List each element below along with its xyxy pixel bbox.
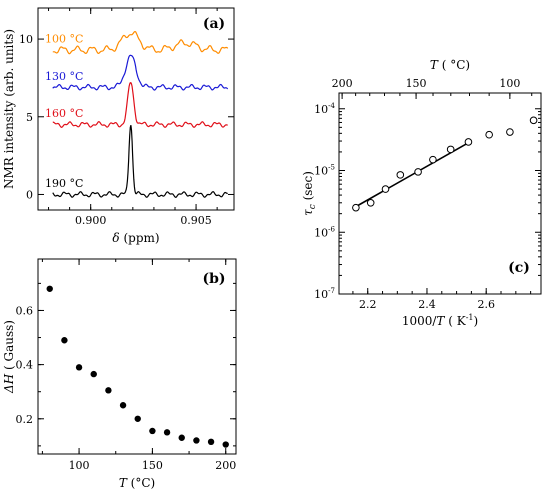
panel-c-top-tick-label: 200 bbox=[332, 77, 353, 90]
panel-b-data-point bbox=[61, 337, 68, 344]
panel-b-y-tick-label: 0.2 bbox=[16, 413, 34, 426]
panel-a-series-label: 100 °C bbox=[45, 33, 83, 46]
panel-c-data-point bbox=[429, 155, 437, 164]
panel-a-y-tick-label: 5 bbox=[26, 111, 33, 124]
panel-c-xlabel: 1000/T ( K-1) bbox=[402, 313, 478, 328]
panel-b-data-point bbox=[163, 429, 171, 436]
panel-c-y-tick-label: 10-5 bbox=[314, 164, 335, 178]
panel-c-data-point bbox=[414, 168, 422, 176]
panel-c-data-point bbox=[485, 130, 493, 139]
panel-c-y-tick-label: 10-4 bbox=[314, 102, 335, 116]
panel-b-data-point bbox=[105, 387, 112, 394]
panel-b-x-tick-label: 200 bbox=[215, 459, 236, 472]
panel-a-ylabel: NMR intensity (arb. units) bbox=[2, 29, 16, 189]
panel-c-data-point bbox=[381, 185, 390, 193]
panel-a-x-tick-label: 0.905 bbox=[180, 214, 212, 227]
panel-a-series-label: 130 °C bbox=[45, 70, 83, 83]
panel-a-y-tick-label: 10 bbox=[19, 33, 33, 46]
panel-c-ylabel: τc (sec) bbox=[301, 171, 318, 216]
panel-c-x-tick-label: 2.2 bbox=[359, 298, 377, 311]
panel-c-top-tick-label: 150 bbox=[406, 77, 427, 90]
panel-a-x-tick-label: 0.900 bbox=[75, 214, 107, 227]
panel-c: 2.2 2.4 2.6 200 150 100 10-7 10-6 10-5 10-4 1000/T… bbox=[301, 58, 542, 328]
panel-c-top-xlabel: T ( °C) bbox=[430, 58, 470, 72]
panel-c-data-point bbox=[529, 116, 538, 125]
panel-c-data-point bbox=[352, 203, 360, 212]
panel-c-data-point bbox=[446, 145, 455, 154]
panel-a-label: (a) bbox=[203, 16, 225, 32]
panel-a-spectrum-line bbox=[52, 30, 229, 55]
panel-c-data-point bbox=[396, 171, 405, 179]
panel-a-frame bbox=[37, 7, 235, 211]
panel-b-xlabel: T (°C) bbox=[119, 476, 155, 490]
panel-b-ylabel: ΔH ( Gauss) bbox=[2, 320, 16, 394]
panel-b-data-point bbox=[75, 364, 83, 371]
panel-a-spectrum-line bbox=[52, 82, 228, 128]
panel-c-data-point bbox=[506, 128, 514, 136]
panel-b-data-point bbox=[90, 370, 97, 378]
panel-a: 0.900 0.905 0 5 10 100 °C 130 °C 160 °C 190 °C δ … bbox=[2, 7, 235, 245]
panel-a-series-label: 160 °C bbox=[45, 107, 83, 120]
panel-b-y-tick-label: 0.4 bbox=[16, 359, 34, 372]
panel-c-frame bbox=[338, 92, 542, 295]
panel-c-data-point bbox=[366, 198, 375, 207]
panel-b-label: (b) bbox=[202, 271, 225, 287]
panel-c-y-tick-label: 10-6 bbox=[314, 225, 335, 239]
panel-c-x-tick-label: 2.4 bbox=[418, 298, 436, 311]
panel-b-x-tick-label: 150 bbox=[142, 459, 163, 472]
panel-a-y-tick-label: 0 bbox=[26, 188, 33, 201]
panel-b-data-point bbox=[178, 434, 185, 441]
panel-b-y-tick-label: 0.6 bbox=[16, 304, 34, 317]
panel-b-data-point bbox=[207, 438, 215, 446]
panel-b: 100 150 200 0.2 0.4 0.6 T (°C) ΔH ( Gauss) (b) bbox=[2, 258, 237, 490]
panel-b-data-point bbox=[46, 285, 53, 292]
panel-b-data-point bbox=[222, 441, 229, 448]
panel-c-top-tick-label: 100 bbox=[499, 77, 520, 90]
panel-b-data-point bbox=[119, 402, 127, 409]
panel-b-data-point bbox=[134, 415, 141, 422]
panel-a-spectrum-line bbox=[52, 125, 228, 198]
panel-a-spectrum-line bbox=[52, 54, 229, 91]
panel-b-x-tick-label: 100 bbox=[69, 459, 90, 472]
panel-b-data-point bbox=[193, 437, 200, 444]
panel-c-label: (c) bbox=[508, 260, 530, 276]
panel-a-series-label: 190 °C bbox=[45, 177, 83, 190]
panel-c-data-point bbox=[464, 138, 473, 146]
panel-c-x-tick-label: 2.6 bbox=[477, 298, 495, 311]
panel-b-data-point bbox=[149, 427, 156, 435]
panel-a-xlabel: δ (ppm) bbox=[112, 231, 159, 245]
panel-c-y-tick-label: 10-7 bbox=[314, 287, 335, 301]
panel-b-frame bbox=[37, 258, 237, 455]
